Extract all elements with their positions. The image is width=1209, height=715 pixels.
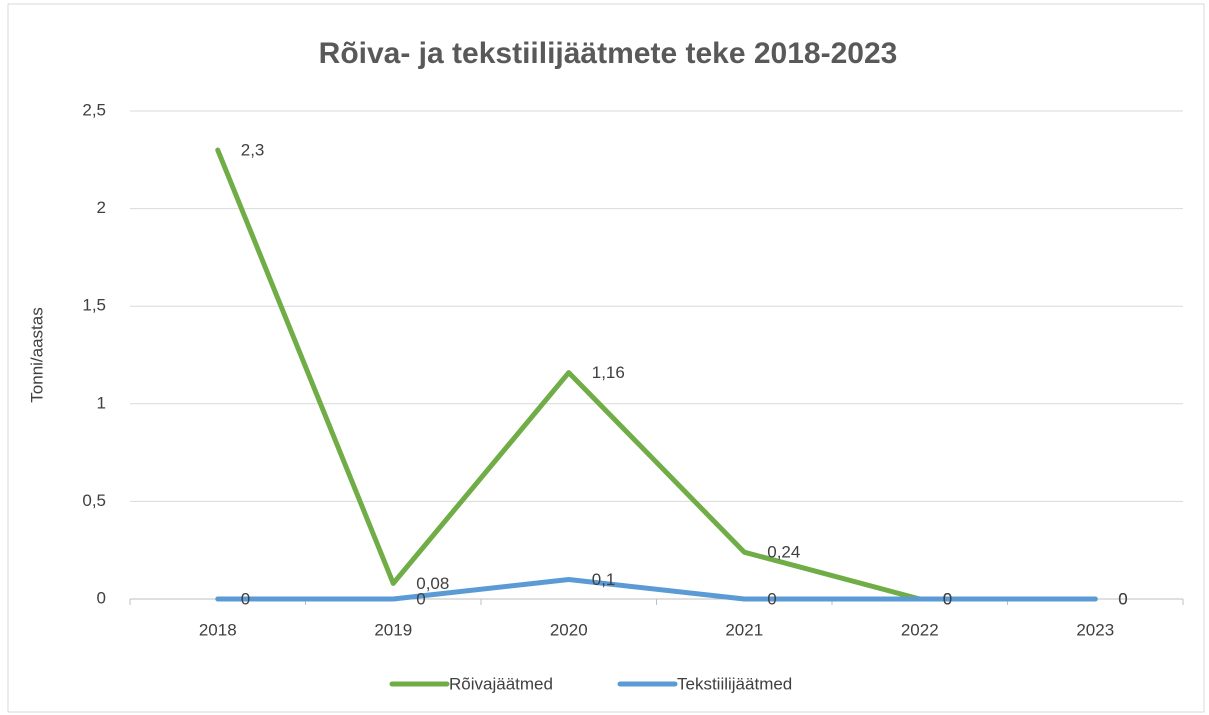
- series-line: [215, 576, 1098, 602]
- x-tick-label: 2018: [199, 620, 237, 639]
- y-tick-label: 1,5: [82, 296, 106, 315]
- chart-title: Rõiva- ja tekstiilijäätmete teke 2018-20…: [319, 37, 898, 70]
- data-label: 2,3: [241, 141, 265, 160]
- data-label: 0: [241, 589, 250, 608]
- y-tick-label: 0: [97, 588, 106, 607]
- data-label: 0: [416, 589, 425, 608]
- data-label: 0: [1118, 589, 1127, 608]
- x-tick-label: 2019: [374, 620, 412, 639]
- x-tick-label: 2021: [725, 620, 763, 639]
- chart-border: [7, 3, 1205, 713]
- legend-label: Tekstiilijäätmed: [677, 674, 792, 693]
- x-tick-label: 2020: [550, 620, 588, 639]
- data-label: 0: [943, 589, 952, 608]
- data-label: 0,08: [416, 574, 449, 593]
- x-tick-label: 2022: [901, 620, 939, 639]
- x-tick-label: 2023: [1076, 620, 1114, 639]
- legend-label: Rõivajäätmed: [449, 674, 553, 693]
- data-label: 0: [943, 589, 952, 608]
- data-label: 0: [1118, 589, 1127, 608]
- y-axis-label: Tonni/aastas: [27, 307, 46, 402]
- y-tick-label: 1: [97, 393, 106, 412]
- data-label: 0: [767, 589, 776, 608]
- data-label: 1,16: [592, 363, 625, 382]
- data-label: 0,1: [592, 570, 616, 589]
- y-tick-label: 2,5: [82, 100, 106, 119]
- y-tick-label: 0,5: [82, 491, 106, 510]
- y-tick-label: 2: [97, 198, 106, 217]
- data-label: 0,24: [767, 543, 800, 562]
